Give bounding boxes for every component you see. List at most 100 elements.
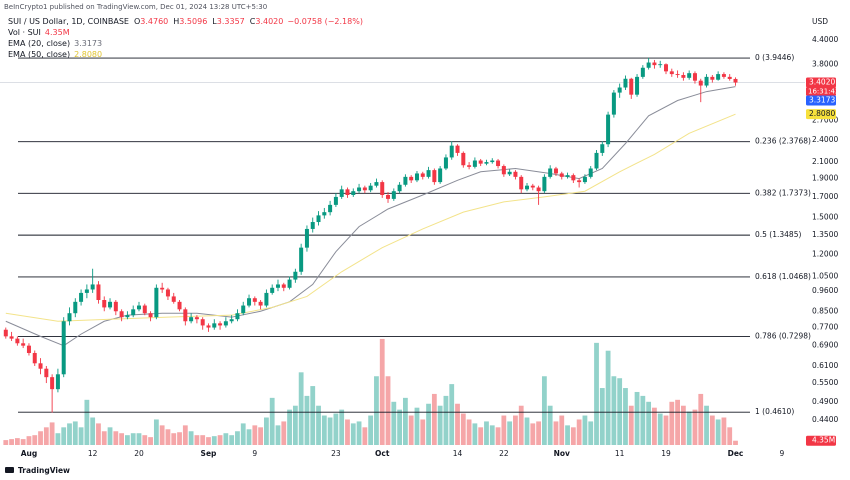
volume-bar	[26, 436, 32, 445]
volume-bar	[680, 405, 686, 445]
candle-body	[501, 166, 506, 175]
candle-body	[212, 323, 217, 328]
volume-bar	[594, 342, 599, 445]
volume-bar	[489, 425, 495, 445]
volume-bar	[153, 419, 159, 445]
volume-bar	[484, 421, 489, 445]
candle-body	[194, 317, 199, 320]
volume-bar	[217, 435, 223, 445]
candle-body	[449, 145, 454, 158]
volume-bar	[90, 417, 96, 445]
x-tick-label: 20	[134, 449, 144, 458]
candle-body	[50, 377, 55, 390]
ohlc-key: C	[250, 17, 256, 26]
volume-bar	[646, 401, 652, 445]
candle-body	[658, 64, 663, 66]
candle-body	[142, 305, 147, 314]
candle-body	[171, 296, 176, 302]
candle-body	[113, 301, 118, 312]
volume-bar	[437, 405, 443, 445]
volume-bar	[321, 415, 327, 445]
candle-body	[229, 319, 234, 322]
candle-body	[67, 313, 72, 322]
candle-layer	[3, 57, 738, 413]
candle-body	[374, 182, 379, 186]
fib-label: 1 (0.4610)	[755, 407, 794, 416]
candle-body	[600, 144, 605, 153]
ohlc-key: L	[212, 17, 217, 26]
x-tick-label: 12	[88, 449, 98, 458]
volume-bar	[165, 429, 171, 445]
volume-bar	[43, 427, 49, 445]
volume-bar	[182, 425, 188, 445]
candle-body	[281, 284, 286, 288]
y-tick-label: 0.4400	[812, 415, 838, 424]
volume-bar	[536, 421, 541, 445]
candle-body	[258, 301, 263, 306]
y-tick-label: 1.5000	[812, 213, 838, 222]
volume-bar	[200, 435, 206, 445]
candle-body	[368, 185, 373, 191]
candle-body	[681, 75, 686, 78]
volume-bar	[101, 431, 107, 445]
volume-bar	[55, 433, 61, 445]
candle-body	[15, 338, 20, 344]
candle-body	[264, 292, 269, 306]
ohlc-key: H	[173, 17, 179, 26]
candle-body	[420, 173, 425, 177]
volume-bar	[374, 376, 379, 445]
header: BeInCrypto1 published on TradingView.com…	[4, 3, 363, 59]
candle-body	[438, 168, 443, 183]
volume-bar	[617, 378, 623, 445]
volume-bar	[246, 429, 252, 445]
candle-body	[664, 64, 669, 72]
candle-body	[247, 298, 252, 306]
candle-body	[594, 152, 599, 169]
volume-bar	[640, 395, 646, 445]
candle-body	[275, 284, 280, 288]
candle-body	[461, 152, 466, 166]
candle-body	[339, 189, 344, 197]
y-tick-label: 0.9600	[812, 286, 838, 295]
ema-name: EMA (50, close)	[8, 50, 70, 59]
x-tick-label: 19	[661, 449, 671, 458]
candle-body	[588, 168, 593, 177]
volume-bar	[269, 397, 275, 445]
volume-bar	[431, 393, 437, 445]
volume-bar	[9, 439, 14, 445]
candle-body	[548, 168, 553, 177]
candle-body	[716, 74, 721, 80]
brand-logo	[5, 467, 14, 473]
ema-value: 3.3173	[74, 39, 102, 48]
candle-body	[478, 160, 483, 164]
volume-bar	[368, 415, 374, 445]
volume-bar	[304, 395, 310, 445]
candle-body	[536, 187, 541, 192]
axis-layer: USD 4.4000 3.8000 2.7000 2.4000 2.1000 1.9000…	[21, 17, 840, 458]
volume-bar	[675, 399, 680, 445]
candle-body	[409, 176, 414, 181]
candle-body	[79, 292, 84, 302]
volume-bar	[721, 417, 727, 445]
volume-bar	[206, 437, 211, 445]
candle-body	[490, 160, 495, 163]
candle-body	[252, 298, 257, 302]
volume-bar	[3, 440, 9, 445]
candle-body	[687, 73, 692, 78]
y-tick-label: 1.2000	[812, 249, 838, 258]
volume-bar	[171, 433, 177, 445]
volume-bar	[541, 376, 547, 445]
y-tick-label: 4.4000	[812, 35, 838, 44]
volume-bar	[292, 405, 298, 445]
y-tick-label: 3.8000	[812, 59, 838, 68]
volume-tag-label: 4.35M	[812, 436, 835, 445]
volume-bar	[709, 415, 715, 445]
ohlc-key: O	[134, 17, 140, 26]
volume-bar	[686, 411, 692, 445]
candle-body	[553, 168, 558, 174]
volume-bar	[20, 439, 26, 445]
volume-bar	[235, 431, 240, 445]
volume-bar	[252, 425, 258, 445]
y-tick-label: 1.9000	[812, 174, 838, 183]
volume-title: Vol · SUI	[8, 28, 41, 37]
